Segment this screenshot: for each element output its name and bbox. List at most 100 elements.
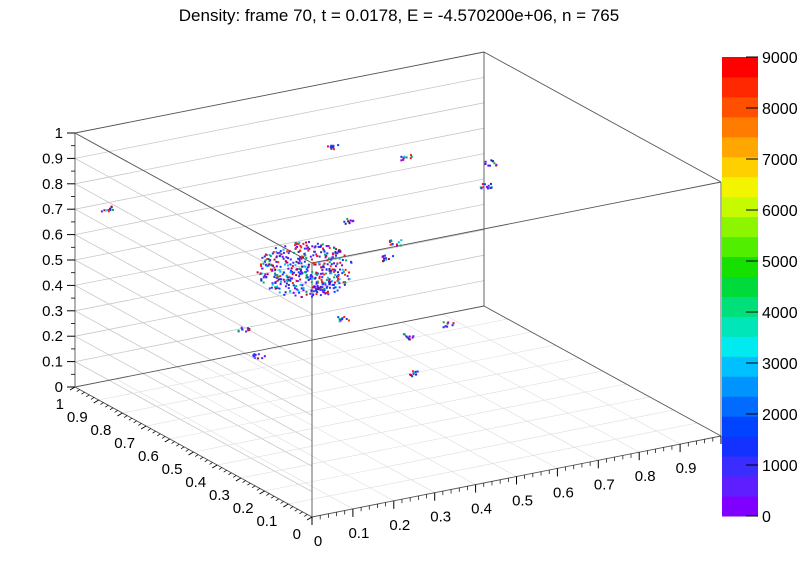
data-point bbox=[315, 287, 318, 290]
data-point bbox=[279, 275, 282, 278]
data-point bbox=[283, 280, 286, 283]
data-point bbox=[343, 283, 346, 286]
data-point bbox=[283, 293, 286, 296]
colorbar-segment bbox=[722, 156, 758, 178]
data-point bbox=[305, 268, 308, 271]
data-point bbox=[289, 271, 292, 274]
colorbar-segment bbox=[722, 436, 758, 457]
data-point bbox=[446, 325, 449, 328]
data-point bbox=[241, 328, 244, 331]
data-point bbox=[309, 275, 312, 278]
colorbar-segment bbox=[722, 336, 758, 357]
data-point bbox=[277, 278, 280, 281]
data-point bbox=[332, 287, 335, 290]
data-point bbox=[309, 292, 312, 295]
data-point bbox=[298, 291, 301, 294]
data-point bbox=[300, 257, 303, 260]
z-axis-tick-label: 0.1 bbox=[42, 354, 63, 371]
data-point bbox=[279, 250, 282, 253]
data-point bbox=[396, 244, 399, 247]
z-axis-tick-label: 0.8 bbox=[42, 176, 63, 193]
data-point bbox=[318, 255, 321, 258]
y-axis-minor-tick bbox=[171, 441, 175, 444]
y-axis-minor-tick bbox=[81, 391, 85, 395]
y-axis-tick-label: 0.1 bbox=[256, 513, 277, 530]
data-point bbox=[334, 250, 337, 253]
y-axis-minor-tick bbox=[157, 433, 161, 437]
colorbar-tick-label: 6000 bbox=[762, 203, 798, 220]
data-point bbox=[267, 264, 270, 267]
data-point bbox=[408, 335, 411, 338]
data-point bbox=[276, 252, 279, 255]
data-point bbox=[269, 258, 272, 261]
data-point bbox=[328, 279, 331, 282]
data-point bbox=[311, 277, 314, 280]
y-axis-minor-tick bbox=[242, 480, 246, 483]
data-point bbox=[489, 182, 492, 185]
data-point bbox=[322, 273, 325, 276]
data-point bbox=[299, 244, 302, 247]
data-point bbox=[324, 272, 327, 275]
data-point bbox=[385, 258, 388, 261]
data-point bbox=[295, 280, 298, 283]
y-axis-minor-tick bbox=[266, 493, 270, 496]
colorbar-segment bbox=[722, 57, 758, 78]
data-point bbox=[311, 295, 314, 298]
data-point bbox=[348, 271, 351, 274]
data-point bbox=[282, 251, 285, 254]
data-point bbox=[283, 263, 286, 266]
data-point bbox=[405, 156, 408, 159]
data-point bbox=[262, 281, 265, 284]
data-point bbox=[328, 283, 331, 286]
data-point bbox=[487, 187, 490, 190]
data-point bbox=[407, 337, 410, 340]
data-point bbox=[337, 316, 340, 319]
data-point bbox=[271, 282, 274, 285]
data-point bbox=[299, 270, 302, 273]
y-axis-minor-tick bbox=[128, 417, 133, 421]
data-point bbox=[305, 293, 308, 296]
data-point bbox=[304, 271, 307, 274]
colorbar-tick-label: 1000 bbox=[762, 458, 798, 475]
data-point bbox=[286, 261, 289, 264]
data-point bbox=[245, 330, 248, 333]
data-point bbox=[336, 289, 339, 292]
data-point bbox=[261, 256, 264, 259]
data-point bbox=[297, 257, 300, 260]
data-point bbox=[291, 282, 294, 285]
data-point bbox=[335, 254, 338, 257]
data-point bbox=[330, 144, 333, 147]
y-axis-minor-tick bbox=[299, 511, 303, 515]
data-point bbox=[109, 209, 112, 212]
data-point bbox=[317, 281, 320, 284]
data-point bbox=[271, 283, 274, 286]
data-point bbox=[303, 254, 306, 257]
data-point bbox=[307, 240, 310, 243]
data-point bbox=[334, 269, 337, 272]
data-point bbox=[266, 258, 269, 261]
data-point bbox=[482, 186, 485, 189]
data-point bbox=[387, 258, 390, 261]
y-axis-tick bbox=[259, 490, 265, 495]
data-point bbox=[275, 256, 278, 259]
data-point bbox=[268, 260, 271, 263]
data-point bbox=[278, 287, 281, 290]
data-point bbox=[295, 288, 298, 291]
data-point bbox=[271, 269, 274, 272]
grid-line bbox=[74, 335, 313, 467]
grid-line bbox=[74, 127, 485, 210]
y-axis-minor-tick bbox=[152, 430, 156, 434]
data-point bbox=[311, 293, 314, 296]
data-point bbox=[406, 336, 409, 339]
x-axis-tick-label: 0.8 bbox=[635, 468, 656, 485]
data-point bbox=[284, 245, 287, 248]
data-point bbox=[260, 278, 263, 281]
data-point bbox=[402, 158, 405, 161]
data-point bbox=[442, 326, 445, 329]
x-axis-tick-label: 0.7 bbox=[594, 476, 615, 493]
data-point bbox=[321, 276, 324, 279]
data-point bbox=[301, 284, 304, 287]
colorbar-segment bbox=[722, 296, 758, 317]
data-point bbox=[299, 278, 302, 281]
data-point bbox=[296, 261, 299, 264]
